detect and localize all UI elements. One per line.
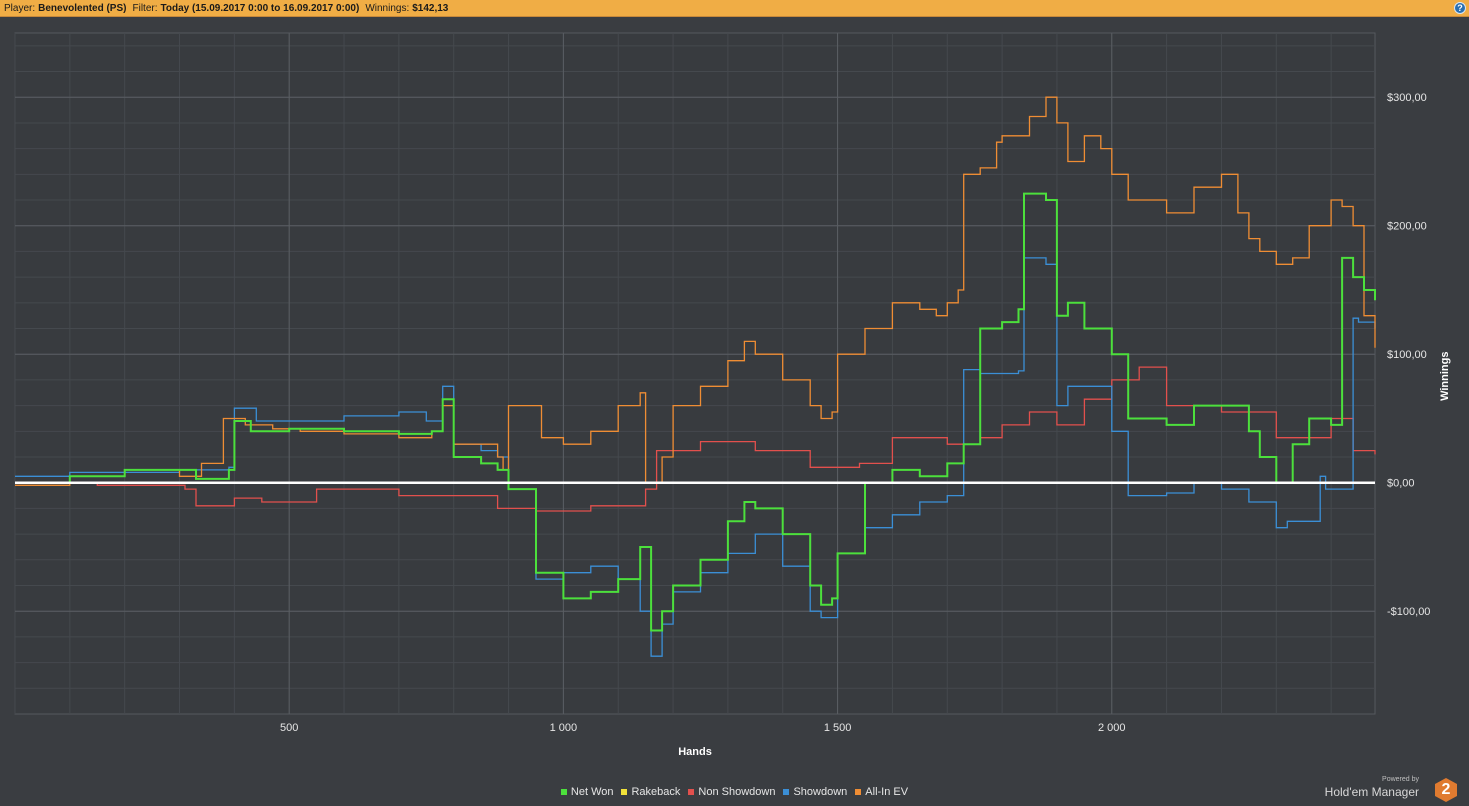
chart-legend: Net Won Rakeback Non Showdown Showdown All-I… <box>0 786 1469 798</box>
y-axis-ticks: -$100,00 $0,00 $100,00 $200,00 $300,00 <box>1387 92 1430 618</box>
y-tick-label: $100,00 <box>1387 349 1427 361</box>
legend-swatch-icon <box>783 789 790 795</box>
winnings-chart: 500 1 000 1 500 2 000 -$100,00 $0,00 $100,00 $… <box>14 32 1451 758</box>
player-value[interactable]: Benevolented (PS) <box>38 2 127 14</box>
player-label: Player: <box>4 2 36 14</box>
x-axis-ticks: 500 1 000 1 500 2 000 <box>280 722 1126 734</box>
legend-swatch-icon <box>560 789 567 795</box>
legend-item-rakeback[interactable]: Rakeback <box>621 786 680 798</box>
x-tick-label: 1 000 <box>550 722 578 734</box>
x-tick-label: 500 <box>280 722 298 734</box>
legend-label: Net Won <box>570 786 614 798</box>
y-axis-title: Winnings <box>1439 352 1451 401</box>
x-tick-label: 1 500 <box>824 722 852 734</box>
y-tick-label: -$100,00 <box>1387 606 1430 618</box>
filter-bar: Player: Benevolented (PS) Filter: Today … <box>0 0 1469 17</box>
x-axis-title: Hands <box>678 746 712 758</box>
legend-label: Non Showdown <box>698 786 776 798</box>
winnings-label: Winnings: <box>365 2 410 14</box>
help-icon[interactable]: ? <box>1454 2 1466 14</box>
product-name: Hold'em Manager <box>1324 785 1419 799</box>
filter-value[interactable]: Today (15.09.2017 0:00 to 16.09.2017 0:0… <box>160 2 360 14</box>
legend-item-showdown[interactable]: Showdown <box>783 786 847 798</box>
filter-label: Filter: <box>132 2 158 14</box>
brand-block: Powered by Hold'em Manager 2 <box>1319 776 1459 804</box>
series-line-net-won <box>15 192 1376 632</box>
legend-swatch-icon <box>688 789 695 795</box>
legend-item-net-won[interactable]: Net Won <box>560 786 614 798</box>
legend-swatch-icon <box>621 789 628 795</box>
legend-item-non-showdown[interactable]: Non Showdown <box>688 786 775 798</box>
legend-item-all-in-ev[interactable]: All-In EV <box>855 786 908 798</box>
y-tick-label: $300,00 <box>1387 92 1427 104</box>
series-line-non-showdown <box>15 366 1376 512</box>
powered-by-text: Powered by <box>1382 776 1419 783</box>
plot-area <box>14 32 1376 715</box>
legend-swatch-icon <box>855 789 862 795</box>
hem-logo-icon: 2 <box>1435 778 1457 802</box>
y-tick-label: $0,00 <box>1387 478 1415 490</box>
legend-label: Showdown <box>793 786 848 798</box>
x-tick-label: 2 000 <box>1098 722 1126 734</box>
winnings-value: $142,13 <box>412 2 449 14</box>
y-tick-label: $200,00 <box>1387 221 1427 233</box>
legend-label: All-In EV <box>865 786 909 798</box>
legend-label: Rakeback <box>631 786 681 798</box>
